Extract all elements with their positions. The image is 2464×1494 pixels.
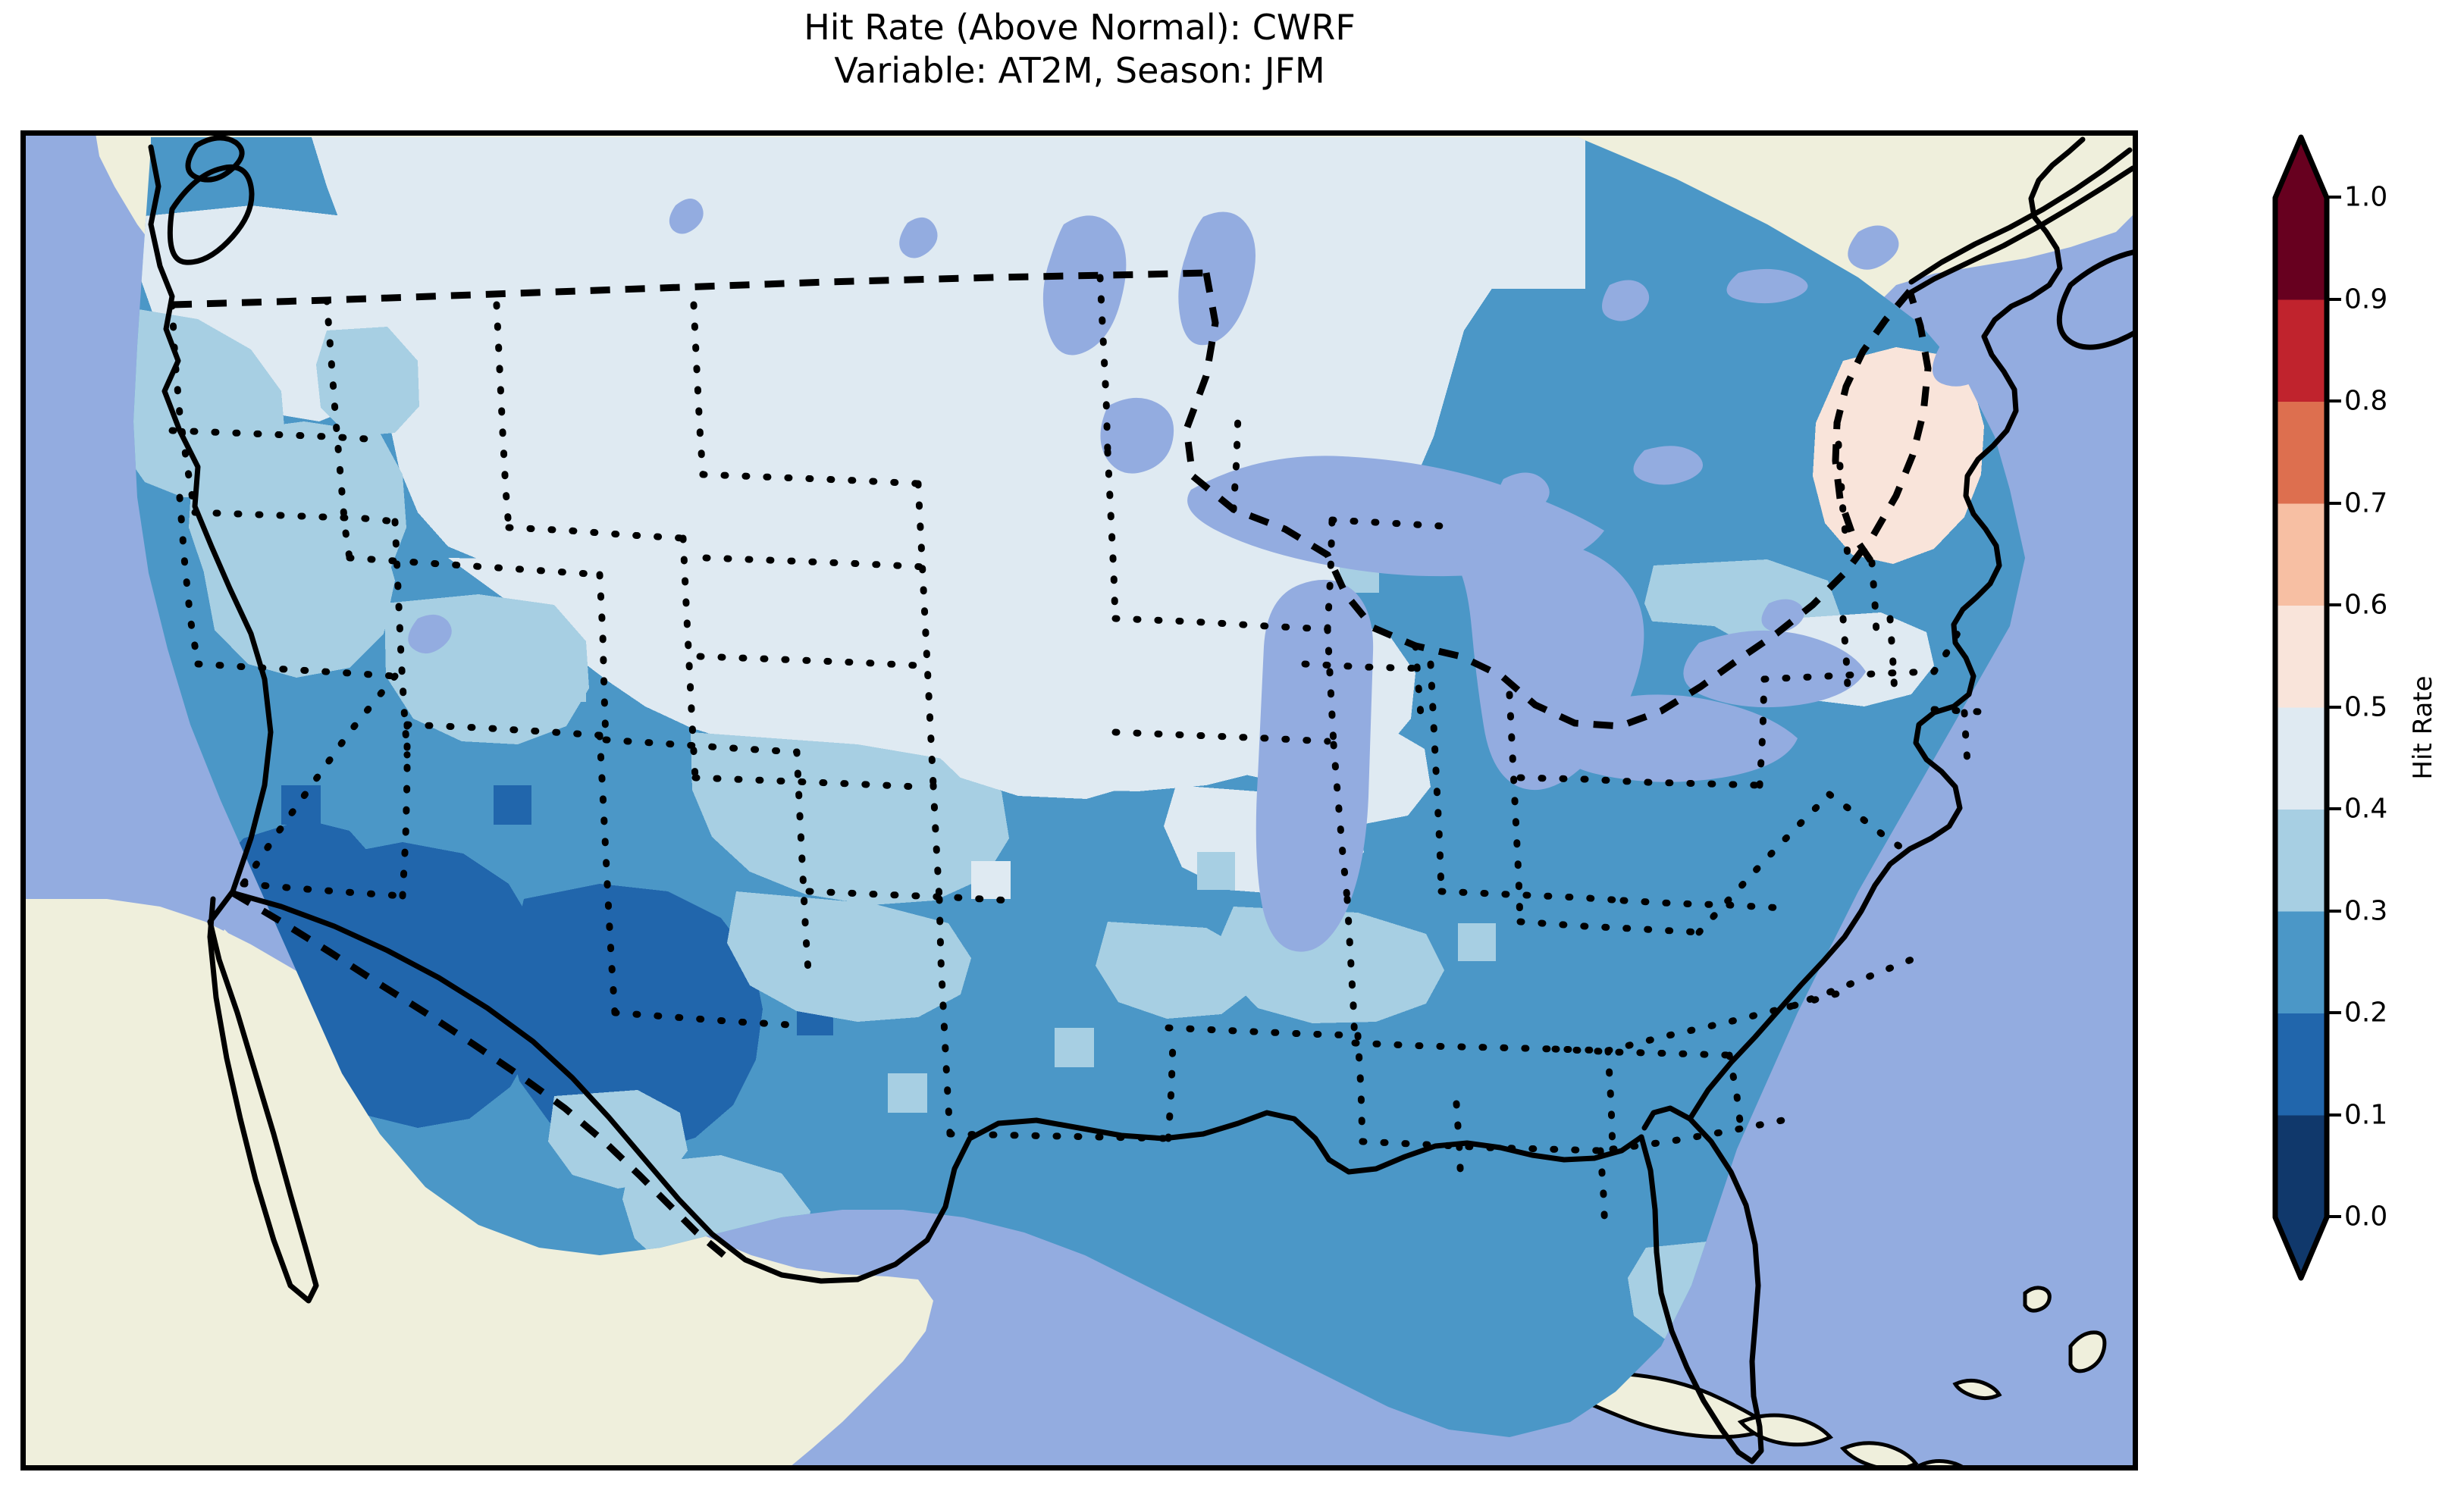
map-canvas [24,133,2135,1467]
colorbar-tick-label: 0.7 [2344,487,2388,518]
colorbar-tick-mark [2326,909,2341,913]
colorbar-tick-mark [2326,501,2341,505]
colorbar-axis-label: Hit Rate [2408,675,2438,780]
colorbar-tick-label: 0.5 [2344,691,2388,722]
colorbar-tick-mark [2326,297,2341,301]
state-borders [168,274,1998,1236]
title-line-2: Variable: AT2M, Season: JFM [834,49,1325,91]
colorbar-tick-mark [2326,603,2341,606]
colorbar: 0.0 0.1 0.2 0.3 0.4 0.5 0.6 0.7 0.8 0.9 … [2272,133,2464,1323]
colorbar-tick-mark [2326,196,2341,199]
colorbar-tick-mark [2326,1113,2341,1117]
colorbar-tick-mark [2326,399,2341,402]
colorbar-tick-label: 1.0 [2344,181,2388,213]
figure-title: Hit Rate (Above Normal): CWRF Variable: … [0,6,2159,92]
colorbar-tick-mark [2326,807,2341,810]
title-line-1: Hit Rate (Above Normal): CWRF [804,7,1356,48]
colorbar-tick-label: 0.8 [2344,385,2388,417]
coastlines [148,135,2135,1464]
colorbar-tick-label: 0.9 [2344,283,2388,315]
great-salt-lake [408,614,452,654]
colorbar-tick-label: 0.4 [2344,793,2388,825]
colorbar-bands [2272,134,2330,1281]
map-axes [20,130,2138,1471]
colorbar-tick-mark [2326,1011,2341,1014]
colorbar-tick-label: 0.3 [2344,895,2388,926]
colorbar-tick-mark [2326,705,2341,709]
colorbar-tick-mark [2326,1215,2341,1218]
colorbar-tick-label: 0.2 [2344,997,2388,1029]
colorbar-tick-label: 0.6 [2344,589,2388,621]
colorbar-tick-label: 0.0 [2344,1201,2388,1232]
colorbar-tick-label: 0.1 [2344,1099,2388,1130]
